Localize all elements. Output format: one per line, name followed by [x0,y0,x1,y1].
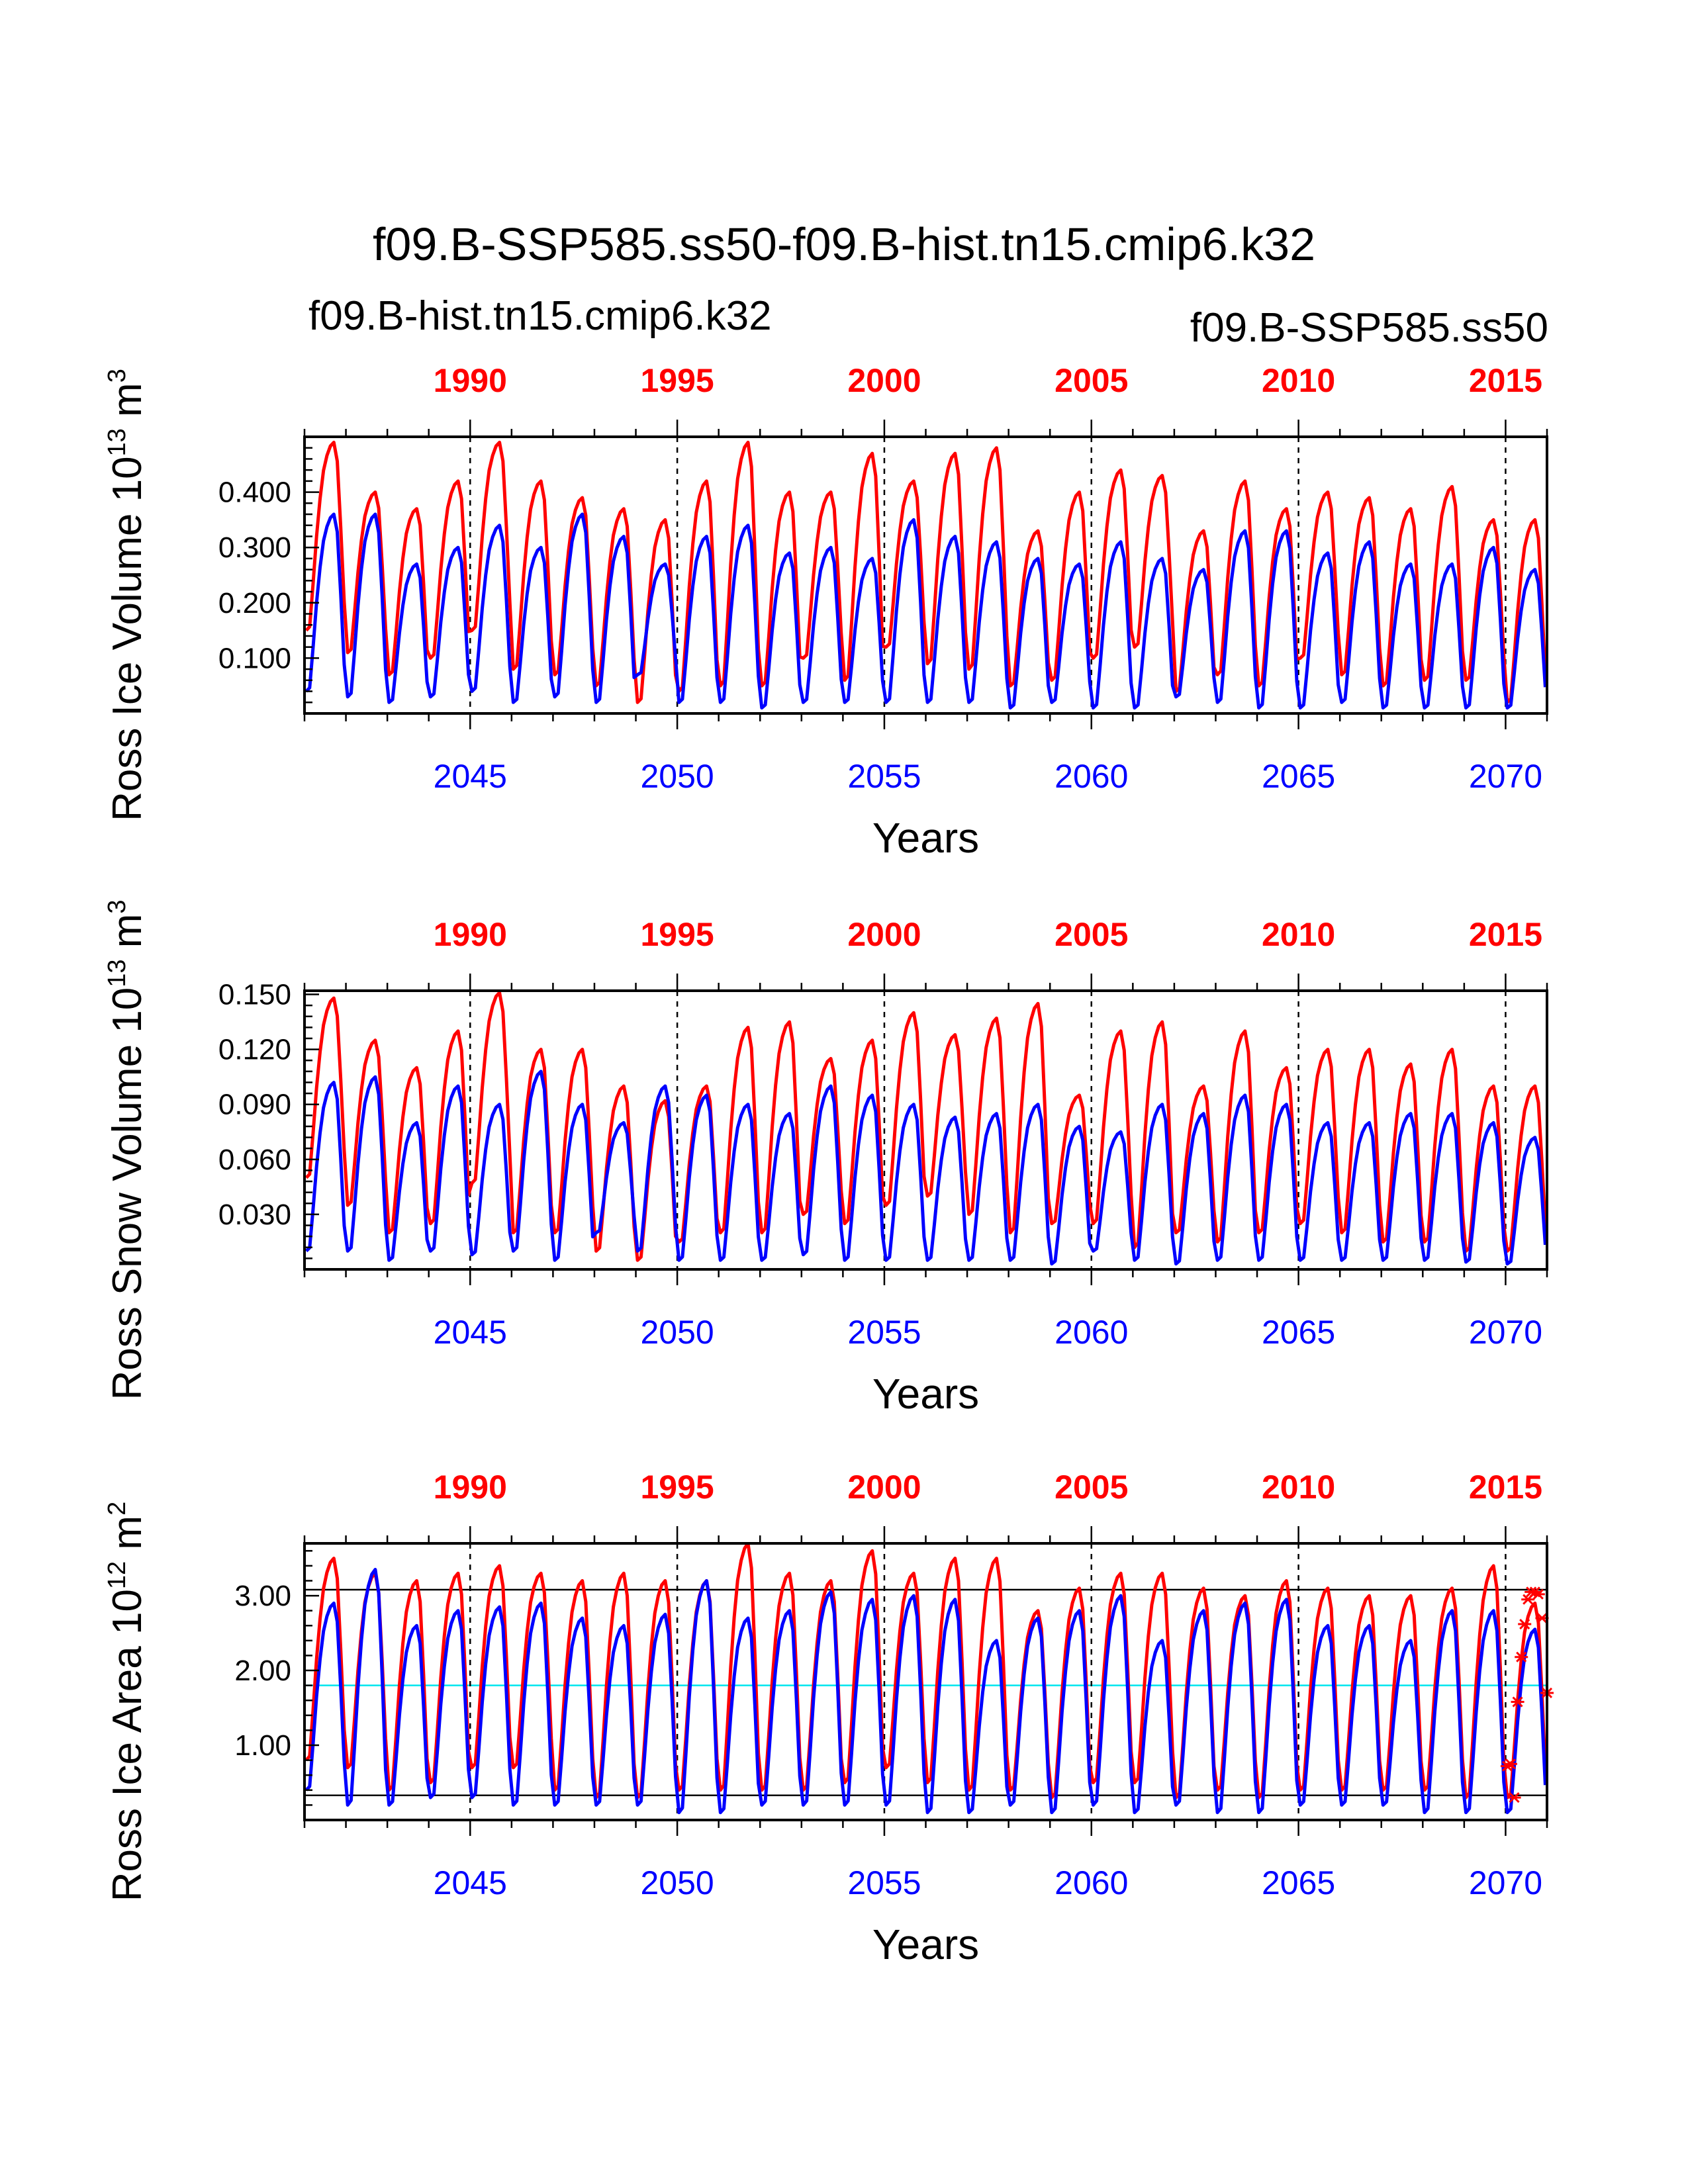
x-bottom-tick-label: 2060 [1055,758,1128,795]
marker-stroke [1505,1758,1517,1770]
y-axis-title-unit: m [105,383,150,428]
y-axis-title: Ross Snow Volume 1013 m3 [103,899,150,1400]
y-axis-title-unit-exponent: 2 [103,1502,131,1516]
y-tick-label: 3.00 [234,1580,291,1612]
x-top-tick-label: 1990 [434,1469,507,1506]
y-axis-title-main: Ross Snow Volume 10 [105,987,150,1400]
marker-asterisk-1 [1503,1758,1517,1770]
marker-stroke [1516,1651,1527,1662]
y-axis-title: Ross Ice Area 1012 m2 [103,1502,150,1901]
panel-snow-volume: 0.030 0.060 0.090 0.120 0.150 2045 2050 2055 206… [103,899,1548,1418]
marker-asterisk-5 [1518,1618,1532,1630]
marker-stroke [1532,1588,1544,1600]
y-tick-label: 0.150 [218,979,291,1011]
series-line-red [305,1543,1547,1799]
marker-asterisk-9 [1531,1588,1545,1600]
x-top-tick-label: 1995 [640,362,714,399]
y-axis-title-unit-exponent: 3 [103,369,131,383]
y-axis-title-main: Ross Ice Area 10 [105,1589,150,1901]
x-bottom-tick-label: 2045 [434,758,507,795]
y-tick-label: 1.00 [234,1729,291,1762]
x-top-tick-label: 2000 [847,1469,921,1506]
y-axis-title: Ross Ice Volume 1013 m3 [103,369,150,821]
y-tick-label: 0.090 [218,1089,291,1121]
y-tick-label: 0.400 [218,477,291,509]
y-axis-title-main: Ross Ice Volume 10 [105,456,150,821]
marker-asterisk-4 [1515,1651,1528,1662]
x-top-tick-label: 2005 [1055,916,1128,953]
x-axis-title: Years [872,814,979,862]
y-tick-label: 0.120 [218,1034,291,1066]
panel-ice-area: 1.00 2.00 3.00 2045 2050 2055 2060 2065 2070 1990… [103,1469,1554,1968]
y-axis-title-unit: m [105,1516,150,1561]
x-bottom-tick-label: 2060 [1055,1864,1128,1901]
x-top-tick-label: 2015 [1469,916,1542,953]
y-tick-label: 2.00 [234,1655,291,1687]
series-line-red [305,440,1547,704]
x-top-tick-label: 2015 [1469,362,1542,399]
x-top-tick-label: 2010 [1262,1469,1335,1506]
x-bottom-tick-label: 2050 [640,1314,714,1351]
x-top-tick-label: 2015 [1469,1469,1542,1506]
marker-stroke [1536,1612,1548,1624]
x-bottom-tick-label: 2065 [1262,1314,1335,1351]
x-bottom-tick-label: 2045 [434,1314,507,1351]
x-bottom-tick-label: 2060 [1055,1314,1128,1351]
plot-frame [303,989,1548,1271]
marker-stroke [1512,1696,1523,1707]
series-line-red [305,991,1547,1262]
series-line-blue [305,1069,1547,1266]
y-tick-label: 0.200 [218,587,291,619]
x-bottom-tick-label: 2050 [640,1864,714,1901]
x-bottom-tick-label: 2065 [1262,1864,1335,1901]
x-top-tick-label: 1995 [640,916,714,953]
x-bottom-tick-label: 2055 [847,1864,921,1901]
x-top-tick-label: 2005 [1055,362,1128,399]
x-bottom-tick-label: 2065 [1262,758,1335,795]
y-tick-label: 0.300 [218,531,291,564]
marker-stroke [1519,1618,1530,1630]
legend-blue-case: f09.B-SSP585.ss50 [1190,305,1548,351]
x-bottom-tick-label: 2070 [1469,1314,1542,1351]
x-bottom-tick-label: 2050 [640,758,714,795]
x-bottom-tick-label: 2070 [1469,1864,1542,1901]
x-axis-title: Years [872,1370,979,1418]
y-axis-title-unit: m [105,914,150,960]
x-top-tick-label: 1995 [640,1469,714,1506]
panel-ice-volume: 0.100 0.200 0.300 0.400 2045 2050 2055 2060 2065… [103,362,1548,862]
y-tick-label: 0.030 [218,1199,291,1231]
y-axis-title-exponent: 13 [103,959,131,987]
x-top-tick-label: 1990 [434,916,507,953]
marker-asterisk-2 [1507,1792,1521,1803]
x-top-tick-label: 1990 [434,362,507,399]
x-top-tick-label: 2000 [847,362,921,399]
series-line-blue [305,1568,1547,1815]
x-top-tick-label: 2010 [1262,916,1335,953]
marker-stroke [1509,1792,1520,1803]
y-tick-label: 0.060 [218,1144,291,1176]
plot-frame [303,435,1548,715]
y-axis-title-exponent: 13 [103,428,131,456]
x-top-tick-label: 2000 [847,916,921,953]
x-bottom-tick-label: 2055 [847,758,921,795]
x-bottom-tick-label: 2045 [434,1864,507,1901]
y-tick-label: 0.100 [218,642,291,674]
legend-red-case: f09.B-hist.tn15.cmip6.k32 [308,293,772,339]
x-bottom-tick-label: 2055 [847,1314,921,1351]
y-axis-title-unit-exponent: 3 [103,899,131,913]
x-axis-title: Years [872,1921,979,1968]
x-top-tick-label: 2010 [1262,362,1335,399]
marker-asterisk-3 [1511,1696,1524,1707]
x-top-tick-label: 2005 [1055,1469,1128,1506]
x-bottom-tick-label: 2070 [1469,758,1542,795]
main-title: f09.B-SSP585.ss50-f09.B-hist.tn15.cmip6.… [373,218,1315,270]
y-axis-title-exponent: 12 [103,1561,131,1589]
series-line-blue [305,512,1547,710]
